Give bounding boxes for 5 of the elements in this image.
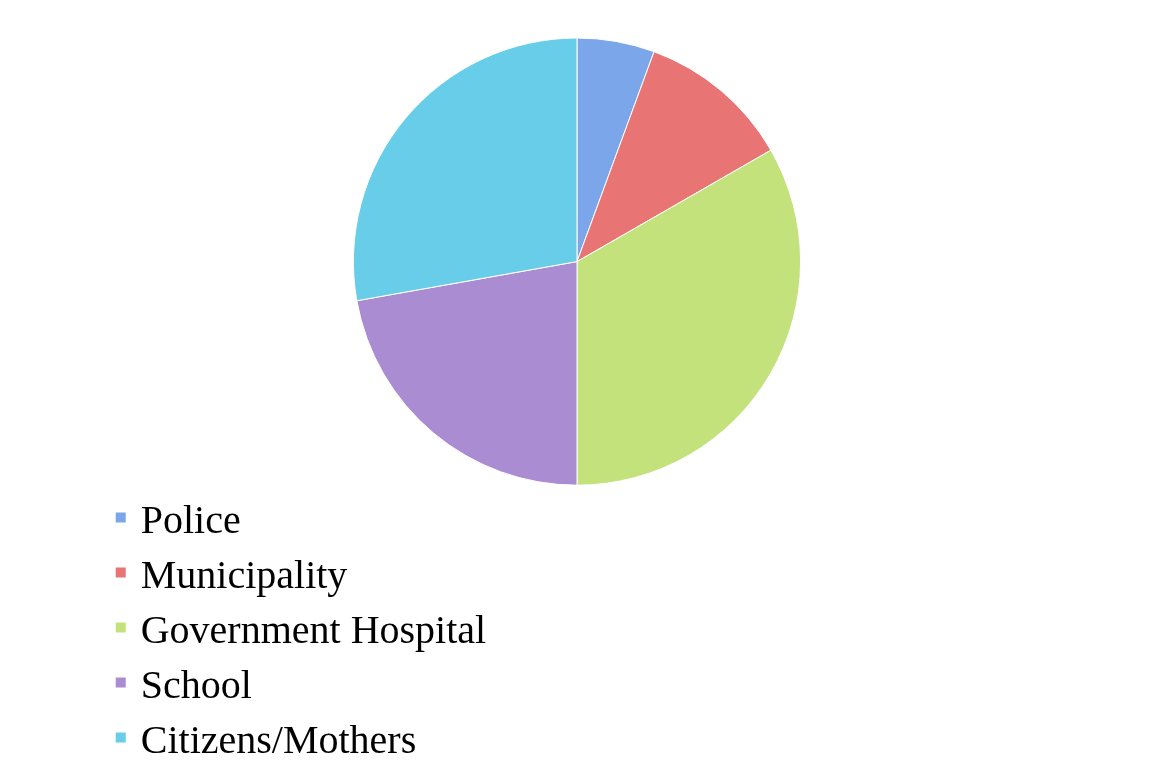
legend-label: Citizens/Mothers (140, 717, 417, 763)
legend-label: Police (140, 497, 241, 543)
legend-label: School (140, 662, 252, 708)
legend-label: Government Hospital (140, 607, 487, 653)
legend-label: Municipality (140, 552, 348, 598)
